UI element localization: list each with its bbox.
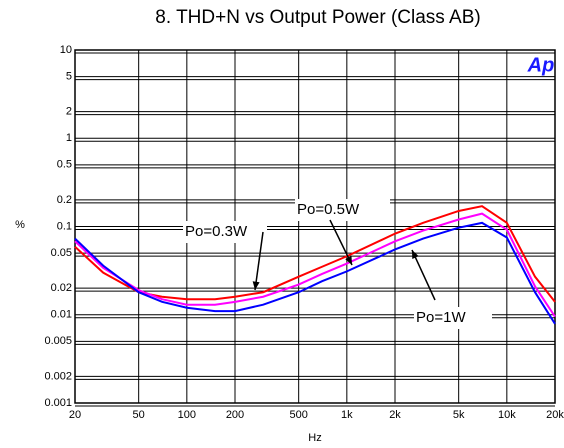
y-tick-label: 0.001: [44, 397, 72, 409]
y-tick-label: 5: [66, 70, 72, 82]
annotation-arrow: [254, 231, 264, 291]
y-tick-label: 0.2: [57, 194, 72, 206]
x-tick-label: 10k: [498, 409, 516, 421]
y-tick-label: 0.002: [44, 370, 72, 382]
y-tick-label: 1: [66, 132, 72, 144]
annotation-box: [414, 307, 492, 329]
x-tick-label: 1k: [341, 409, 353, 421]
annotation: Po=1W: [416, 309, 466, 326]
x-tick-label: 5k: [453, 409, 465, 421]
y-tick-label: 0.01: [51, 309, 72, 321]
series-line: [74, 212, 556, 318]
y-tick-label: 0.02: [51, 282, 72, 294]
x-tick-label: 500: [289, 409, 307, 421]
annotation-box: [183, 221, 267, 243]
x-tick-label: 50: [133, 409, 145, 421]
y-tick-label: 0.1: [57, 220, 72, 232]
y-axis-label: %: [15, 219, 25, 231]
y-tick-label: 0.005: [44, 335, 72, 347]
y-tick-label: 2: [66, 106, 72, 118]
annotation-arrow: [329, 219, 353, 266]
arrow-head: [345, 256, 352, 265]
x-tick-label: 20: [69, 409, 81, 421]
chart-title: 8. THD+N vs Output Power (Class AB): [155, 7, 480, 28]
y-tick-label: 0.5: [57, 159, 72, 171]
x-tick-label: 2k: [389, 409, 401, 421]
x-tick-label: 20k: [546, 409, 564, 421]
series-line: [74, 221, 556, 325]
y-tick-label: 10: [60, 44, 72, 56]
annotation-arrow: [411, 249, 436, 301]
arrow-head: [412, 250, 419, 259]
x-tick-label: 200: [226, 409, 244, 421]
annotation-box: [295, 199, 390, 221]
y-tick-label: 0.05: [51, 247, 72, 259]
annotation: Po=0.3W: [185, 223, 248, 240]
arrow-head: [252, 281, 260, 290]
logo: Ap: [527, 54, 555, 76]
annotation: Po=0.5W: [297, 201, 360, 218]
series-line: [74, 205, 556, 303]
x-axis-label: Hz: [308, 432, 321, 444]
x-tick-label: 100: [178, 409, 196, 421]
